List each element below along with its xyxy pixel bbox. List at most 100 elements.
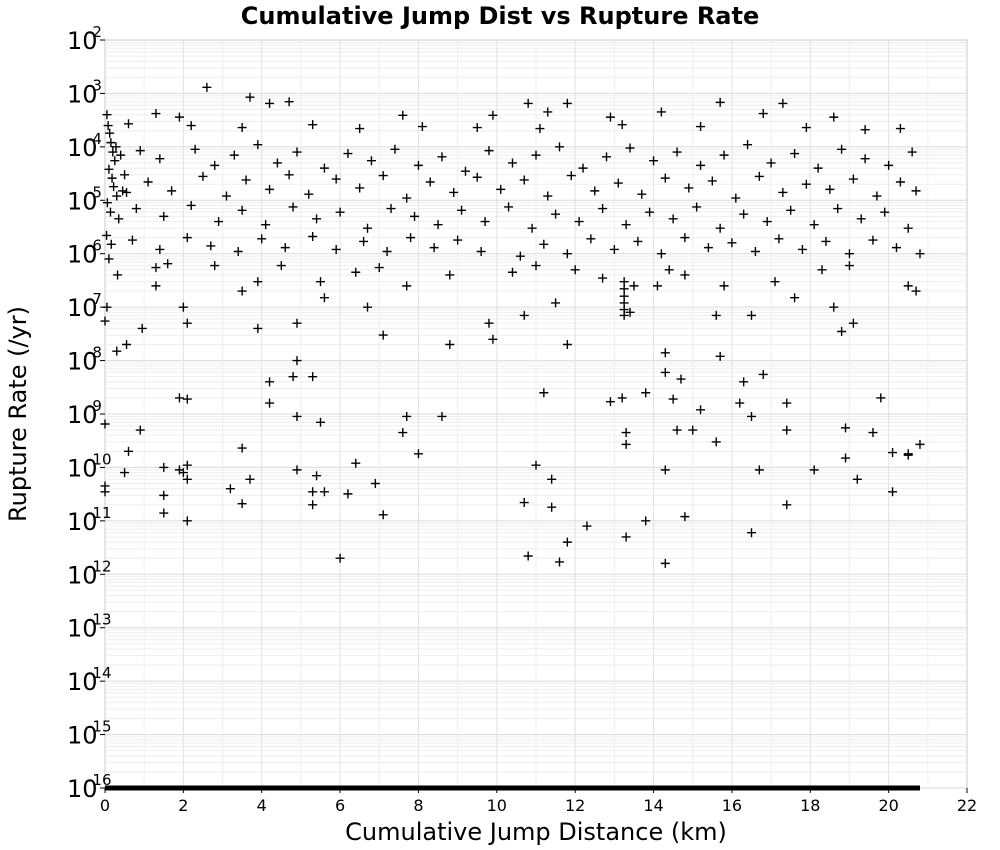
y-tick-label: 10 — [67, 775, 98, 803]
data-point — [253, 140, 263, 150]
y-tick-exponent: -3 — [87, 76, 102, 94]
data-point — [782, 398, 792, 408]
y-tick-exponent: -4 — [87, 130, 102, 148]
data-point — [786, 205, 796, 215]
y-tick-exponent: -9 — [87, 397, 102, 415]
data-point — [366, 156, 376, 166]
data-point — [578, 163, 588, 173]
data-point — [105, 207, 115, 217]
data-point — [535, 124, 545, 134]
y-tick-label: 10 — [67, 27, 98, 55]
data-point — [551, 209, 561, 219]
data-point — [602, 152, 612, 162]
data-point — [182, 460, 192, 470]
data-point — [229, 150, 239, 160]
data-point — [860, 154, 870, 164]
x-tick-label: 20 — [878, 796, 898, 815]
data-point — [617, 120, 627, 130]
data-point — [143, 177, 153, 187]
data-point — [355, 124, 365, 134]
data-point — [629, 281, 639, 291]
chart-title: Cumulative Jump Dist vs Rupture Rate — [241, 2, 760, 30]
data-point — [308, 372, 318, 382]
data-point — [100, 419, 110, 429]
data-point — [182, 318, 192, 328]
data-point — [265, 377, 275, 387]
data-point — [292, 465, 302, 475]
data-point — [562, 339, 572, 349]
data-point — [120, 170, 130, 180]
data-point — [762, 217, 772, 227]
data-point — [151, 109, 161, 119]
data-point — [684, 183, 694, 193]
data-point — [206, 241, 216, 251]
data-point — [363, 223, 373, 233]
x-tick-label: 6 — [335, 796, 345, 815]
data-point — [292, 147, 302, 157]
data-point — [907, 147, 917, 157]
data-point — [124, 446, 134, 456]
data-point — [562, 537, 572, 547]
data-point — [351, 267, 361, 277]
data-point — [801, 123, 811, 133]
x-tick-label: 12 — [565, 796, 585, 815]
data-point — [880, 207, 890, 217]
data-point — [112, 346, 122, 356]
data-point — [621, 532, 631, 542]
data-point — [539, 239, 549, 249]
data-point — [410, 211, 420, 221]
data-point — [319, 293, 329, 303]
y-tick-exponent: -8 — [87, 344, 102, 362]
x-tick-label: 18 — [800, 796, 820, 815]
data-point — [868, 428, 878, 438]
data-point — [355, 183, 365, 193]
data-point — [390, 144, 400, 154]
data-point — [343, 149, 353, 159]
x-tick-label: 22 — [957, 796, 977, 815]
data-point — [715, 223, 725, 233]
data-point — [621, 428, 631, 438]
y-tick-exponent: -7 — [87, 290, 102, 308]
y-tick-exponent: -14 — [87, 664, 112, 682]
data-point — [280, 243, 290, 253]
data-point — [116, 150, 126, 160]
data-point — [582, 521, 592, 531]
data-point — [844, 249, 854, 259]
data-point — [316, 277, 325, 287]
data-point — [402, 193, 412, 203]
data-point — [484, 318, 494, 328]
data-point — [100, 481, 110, 491]
y-tick-label: 10 — [67, 454, 98, 482]
data-point — [562, 98, 572, 108]
data-point — [253, 323, 263, 333]
data-point — [214, 217, 224, 227]
data-point — [743, 140, 753, 150]
data-point — [778, 98, 788, 108]
data-point — [378, 171, 388, 181]
data-point — [574, 217, 584, 227]
data-point — [265, 98, 275, 108]
data-point — [797, 244, 807, 254]
data-point — [833, 204, 843, 214]
data-point — [598, 204, 608, 214]
data-point — [437, 411, 447, 421]
x-tick-label: 10 — [487, 796, 507, 815]
data-point — [159, 508, 169, 518]
data-point — [457, 205, 467, 215]
data-point — [641, 388, 651, 398]
data-point — [257, 234, 267, 244]
data-point — [107, 173, 117, 183]
data-point — [127, 235, 137, 245]
data-point — [159, 490, 169, 500]
data-point — [711, 437, 721, 447]
data-point — [178, 468, 188, 478]
data-point — [382, 247, 392, 257]
grid-lines — [105, 40, 967, 789]
data-point — [570, 265, 580, 275]
data-point — [566, 171, 576, 181]
data-point — [308, 231, 318, 241]
y-axis-ticks: 10-210-310-410-510-610-710-810-910-1010-… — [67, 23, 112, 803]
data-point — [135, 425, 145, 435]
data-point — [484, 146, 494, 156]
data-point — [660, 367, 670, 377]
